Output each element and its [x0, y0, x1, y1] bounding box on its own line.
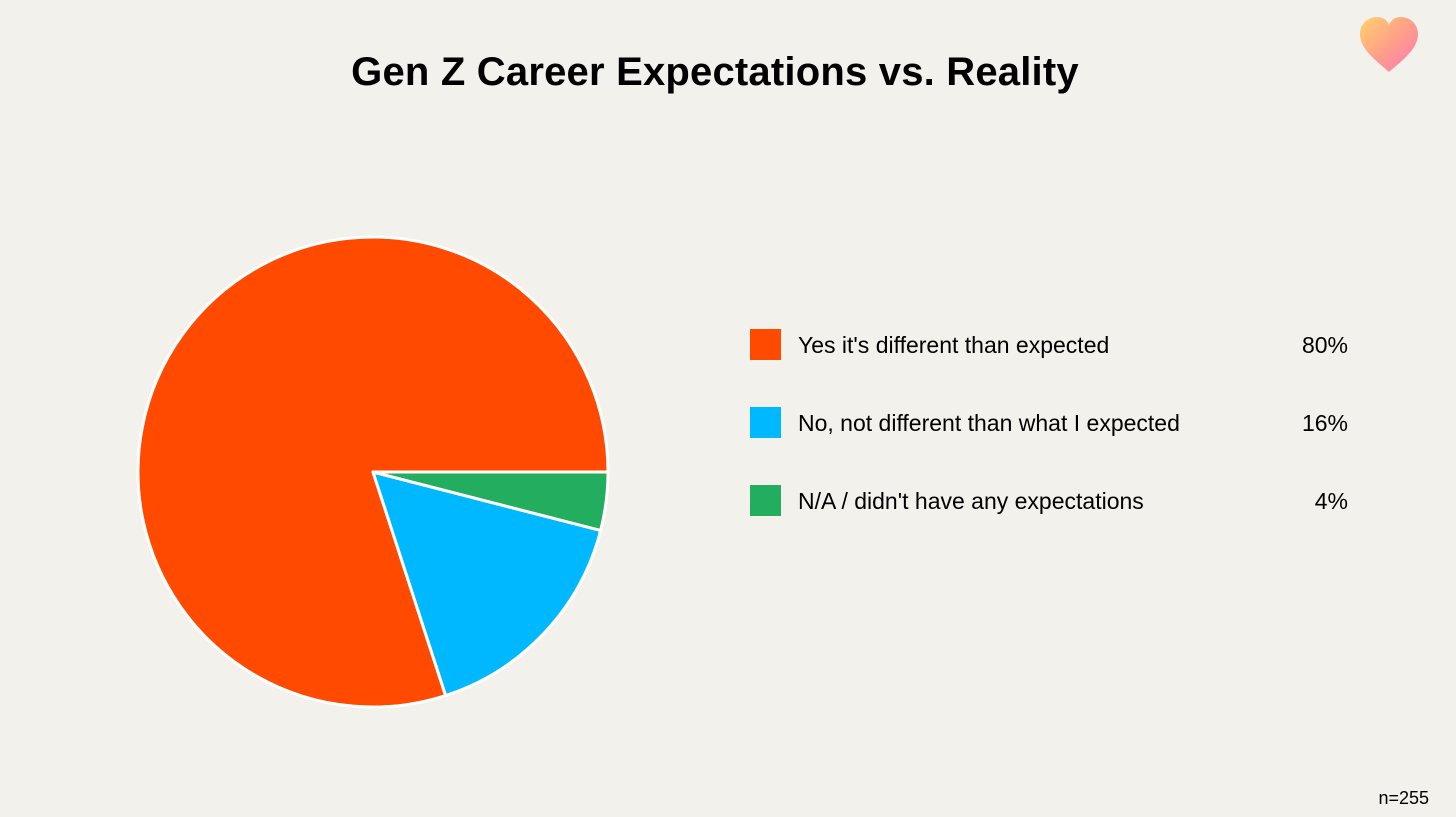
legend-label-no: No, not different than what I expected	[798, 410, 1180, 436]
legend-label-na: N/A / didn't have any expectations	[798, 488, 1144, 514]
legend-item-yes: Yes it's different than expected 80%	[750, 329, 1350, 362]
pie-slices	[136, 235, 610, 709]
legend-value-na: 4%	[1314, 488, 1348, 514]
legend-label-yes: Yes it's different than expected	[798, 332, 1110, 358]
legend-swatch-na	[750, 485, 781, 516]
heart-icon	[1360, 17, 1418, 72]
legend-value-no: 16%	[1301, 410, 1348, 436]
legend-swatch-no	[750, 407, 781, 438]
legend-item-no: No, not different than what I expected 1…	[750, 407, 1350, 440]
pie-slice-na	[371, 470, 610, 532]
chart-title: Gen Z Career Expectations vs. Reality	[351, 50, 1079, 94]
sample-size-note: n=255	[1378, 788, 1429, 808]
legend-value-yes: 80%	[1301, 332, 1348, 358]
chart-legend: Yes it's different than expected 80% No,…	[750, 329, 1350, 563]
pie-slice-no	[371, 470, 603, 697]
legend-item-na: N/A / didn't have any expectations 4%	[750, 485, 1350, 518]
legend-swatch-yes	[750, 329, 781, 360]
